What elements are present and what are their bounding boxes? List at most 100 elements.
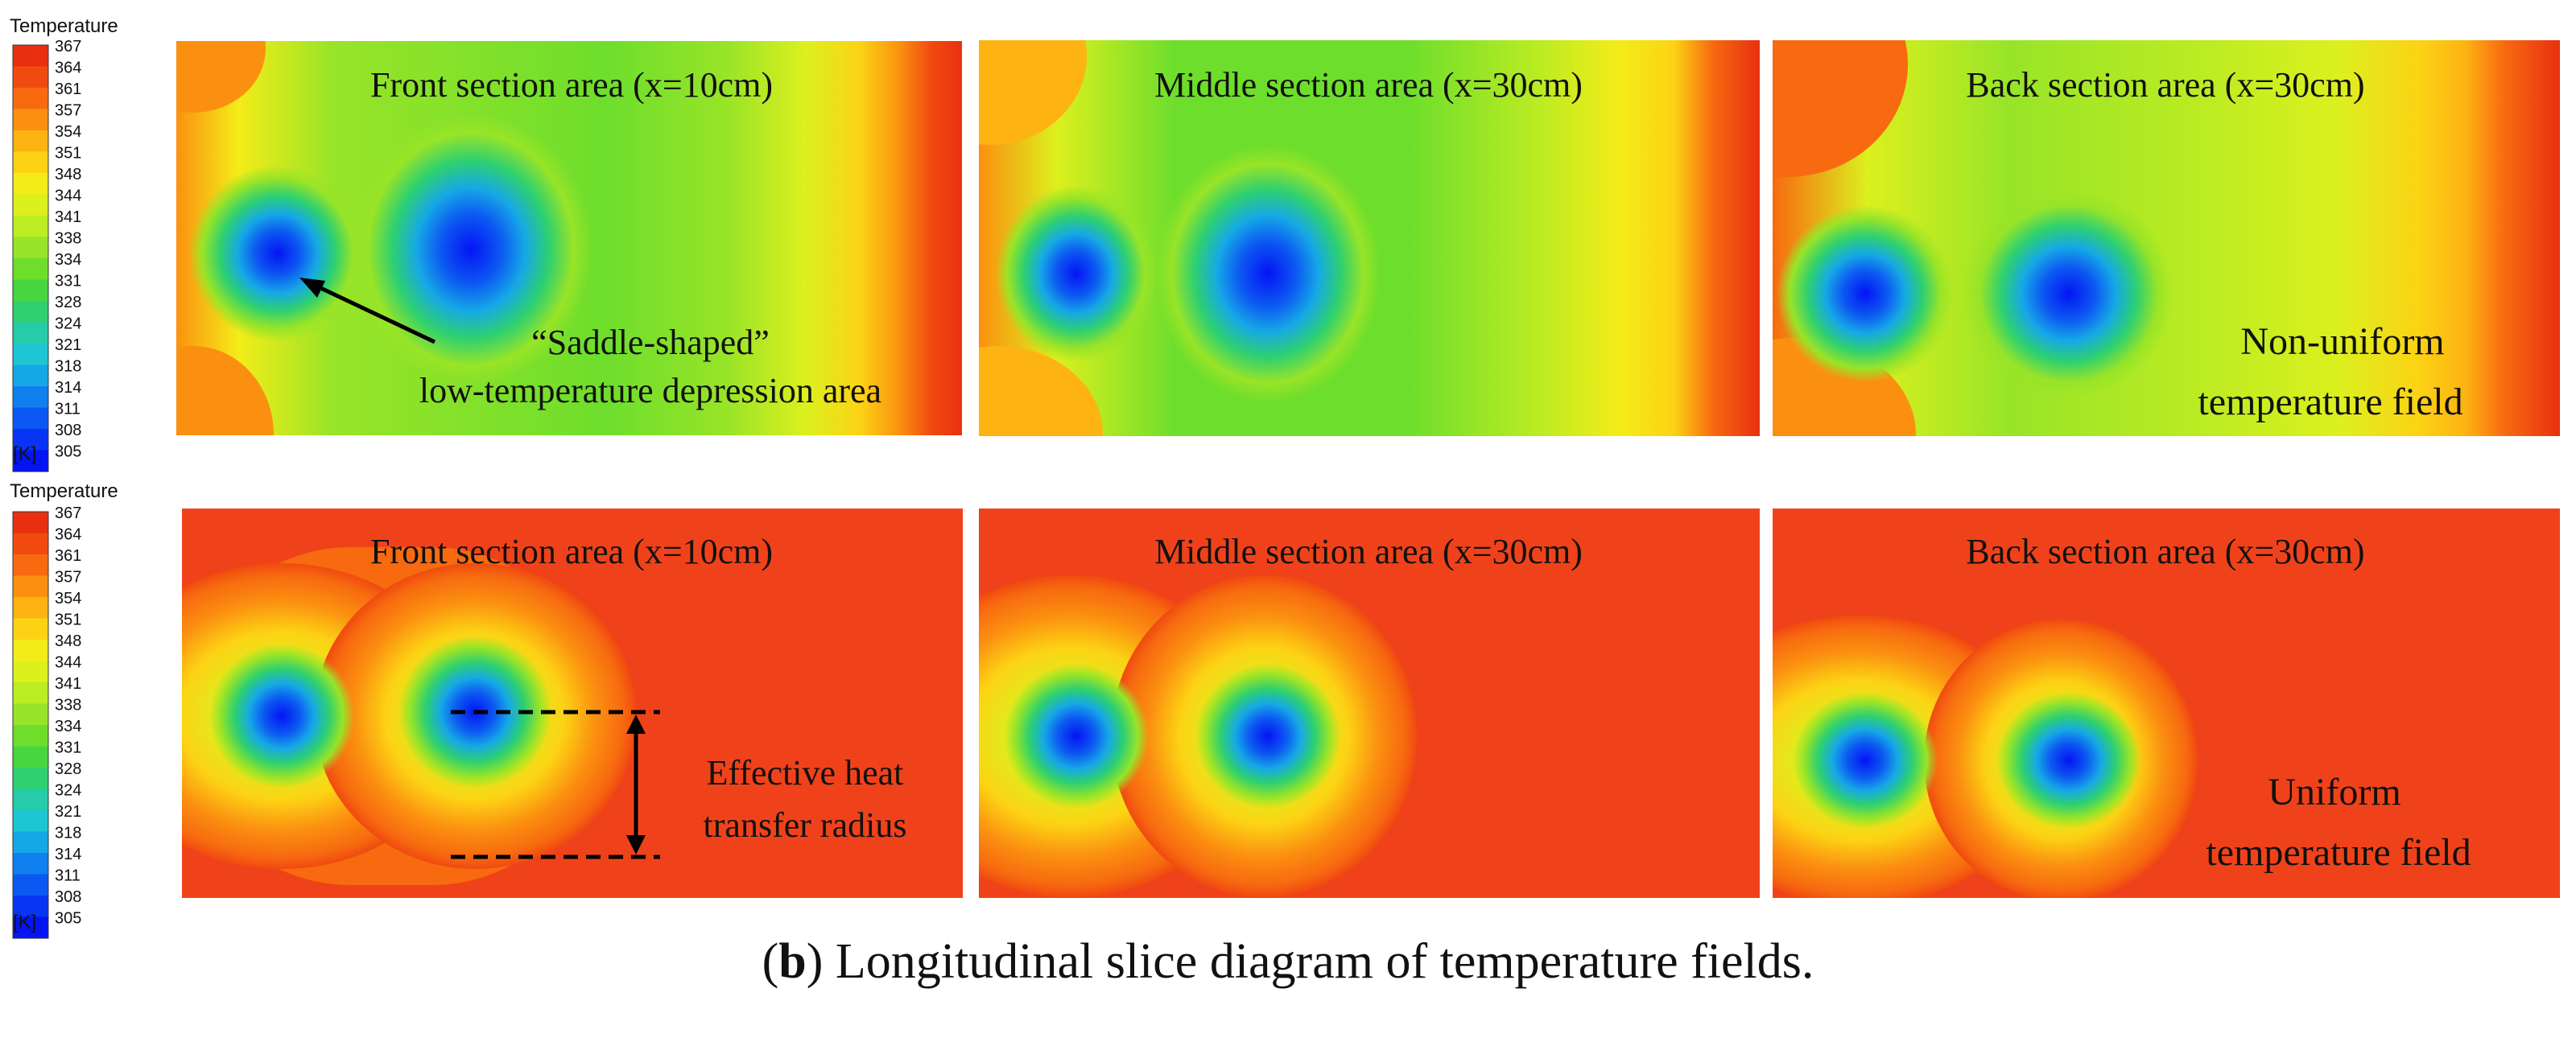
colorbar-swatch [13,386,48,409]
panel-bottom-middle [979,509,1760,898]
colorbar-tick-label: 311 [55,401,80,418]
colorbar-tick-label: 338 [55,697,81,714]
colorbar-title: Temperature [10,480,118,502]
colorbar-tick-label: 318 [55,825,81,842]
colorbar-swatch [13,682,48,705]
colorbar-tick-label: 321 [55,336,81,354]
colorbar-tick-label: 341 [55,675,81,693]
colorbar-title: Temperature [10,15,118,37]
colorbar-swatch [13,130,48,153]
colorbar-bottom: 367 364 361 357 354 351 348 344 341 338 334 331 328 3… [12,504,81,939]
colorbar-swatch [13,429,48,451]
colorbar-tick-label: 354 [55,590,81,607]
colorbar-swatch [13,512,48,534]
colorbar-top: 367 364 361 357 354 351 348 344 341 338 334 331 328 3… [12,38,81,472]
colorbar-swatch [13,661,48,683]
colorbar-border [12,511,49,939]
colorbar-swatch [13,364,48,387]
colorbar-swatch [13,831,48,854]
uniform-label-line1: Uniform [2268,771,2401,813]
colorbar-swatch [13,810,48,833]
colorbar-tick-label: 308 [55,422,81,439]
colorbar-swatch [13,194,48,216]
colorbar-swatch [13,618,48,640]
colorbar-swatch [13,725,48,747]
colorbar-swatch [13,151,48,174]
colorbar-tick-label: 308 [55,888,81,906]
colorbar-swatch [13,301,48,323]
colorbar-swatch [13,896,48,918]
colorbar-tick-label: 344 [55,187,81,205]
panel-top-front [175,40,963,436]
colorbar-tick-label: 351 [55,145,81,163]
colorbar-tick-label: 328 [55,294,81,311]
colorbar-swatch [13,768,48,790]
colorbar-tick-label: 321 [55,803,81,821]
heat-radius-marker [451,710,660,859]
saddle-label-line1: “Saddle-shaped” [531,323,770,362]
colorbar-tick-label: 318 [55,358,81,376]
colorbar-tick-label: 341 [55,208,81,226]
colorbar-swatch [13,216,48,238]
uniform-label-line2: temperature field [2206,831,2471,874]
colorbar-tick-label: 357 [55,569,81,587]
heat-radius-label-line2: transfer radius [704,805,907,845]
colorbar-tick-label: 324 [55,315,81,333]
colorbar-tick-label: 338 [55,230,81,248]
colorbar-tick-label: 357 [55,102,81,120]
colorbar-swatch [13,407,48,430]
saddle-arrow [299,278,436,344]
colorbar-swatch [13,173,48,196]
colorbar-swatch [13,258,48,281]
colorbar-tick-label: 331 [55,739,81,757]
colorbar-tick-label: 305 [55,910,81,928]
colorbar-swatch [13,640,48,662]
panel-title-top-middle: Middle section area (x=30cm) [1154,65,1583,105]
colorbar-swatch [13,789,48,811]
panel-title-top-back: Back section area (x=30cm) [1966,65,2364,105]
caption-text: Longitudinal slice diagram of temperatur… [823,934,1814,989]
colorbar-border [12,44,49,472]
colorbar-tick-label: 314 [55,379,81,397]
colorbar-swatch [13,554,48,577]
colorbar-swatch [13,450,48,472]
colorbar-swatch [13,874,48,896]
colorbar-tick-label: 334 [55,251,81,269]
colorbar-unit: [K] [13,912,36,933]
colorbar-tick-label: 367 [55,38,81,56]
panel-title-top-front: Front section area (x=10cm) [370,65,773,105]
colorbar-swatch [13,746,48,768]
colorbar-tick-label: 348 [55,166,81,183]
colorbar-tick-label: 351 [55,612,81,629]
colorbar-tick-label: 324 [55,782,81,800]
panel-title-bottom-middle: Middle section area (x=30cm) [1154,532,1583,571]
colorbar-swatch [13,703,48,726]
colorbar-swatch [13,322,48,344]
colorbar-swatch [13,853,48,875]
panel-title-bottom-back: Back section area (x=30cm) [1966,532,2364,571]
colorbar-tick-label: 311 [55,867,80,885]
panel-top-middle [979,40,1760,436]
colorbar-unit: [K] [13,443,36,465]
colorbar-swatch [13,575,48,598]
colorbar-tick-label: 314 [55,846,81,863]
nonuniform-label-line2: temperature field [2198,381,2462,423]
colorbar-swatch [13,109,48,131]
colorbar-tick-label: 361 [55,547,81,565]
caption-label: b [778,934,807,989]
colorbar-tick-label: 367 [55,504,81,522]
colorbar-swatch [13,237,48,259]
heat-radius-label-line1: Effective heat [707,753,904,793]
colorbar-tick-label: 344 [55,654,81,672]
figure-caption: (b) Longitudinal slice diagram of temper… [762,934,1814,989]
colorbar-tick-label: 334 [55,718,81,735]
colorbar-swatch [13,344,48,366]
panel-top-back [1773,40,2560,436]
panel-title-bottom-front: Front section area (x=10cm) [370,532,773,571]
colorbar-swatch [13,533,48,555]
colorbar-swatch [13,279,48,302]
colorbar-tick-label: 354 [55,123,81,141]
colorbar-swatch [13,597,48,620]
colorbar-tick-label: 348 [55,632,81,650]
